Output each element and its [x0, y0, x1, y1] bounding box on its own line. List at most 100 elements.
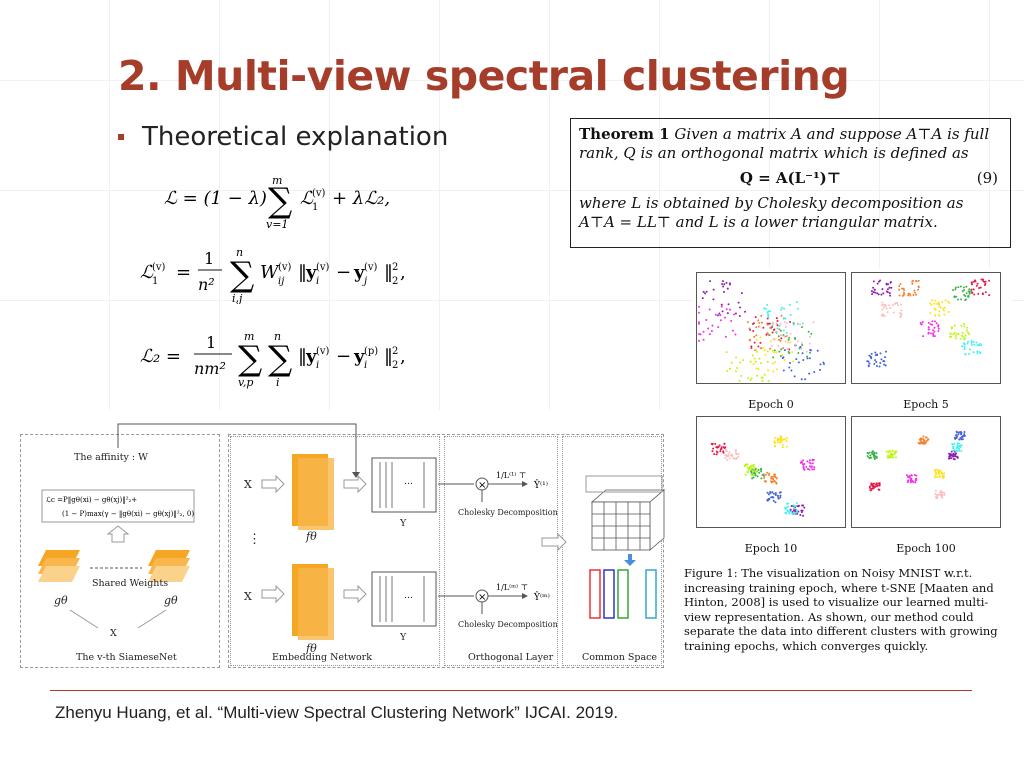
tsne-point [917, 286, 920, 289]
tsne-point [900, 303, 903, 306]
tsne-point [959, 337, 962, 340]
tsne-point [886, 288, 889, 291]
tsne-point [737, 455, 740, 458]
tsne-point [898, 288, 901, 291]
tsne-point [874, 351, 877, 354]
tsne-point [789, 332, 792, 335]
tsne-point [791, 351, 794, 354]
tsne-point [879, 279, 882, 282]
dots-label-2: ... [404, 590, 414, 601]
svg-text:(v): (v) [312, 188, 326, 199]
tsne-point [796, 340, 799, 343]
tsne-point [819, 368, 822, 371]
svg-text:×: × [478, 592, 486, 603]
tsne-point [881, 304, 884, 307]
tsne-point [726, 312, 729, 315]
tsne-point [771, 324, 774, 327]
common-space-box [562, 436, 662, 666]
tsne-point [752, 472, 755, 475]
tsne-point [980, 344, 983, 347]
tsne-point [767, 310, 770, 313]
tsne-point [933, 307, 936, 310]
tsne-point [963, 325, 966, 328]
tsne-point [954, 335, 957, 338]
tsne-point [988, 294, 991, 297]
tsne-point [813, 466, 816, 469]
tsne-point [960, 433, 963, 436]
tsne-point [748, 338, 751, 341]
tsne-point [959, 436, 962, 439]
tsne-point [974, 280, 977, 283]
tsne-point [770, 344, 773, 347]
tsne-point [806, 460, 809, 463]
tsne-point [963, 348, 966, 351]
tsne-point [770, 496, 773, 499]
tsne-point [772, 499, 775, 502]
tsne-point [960, 444, 963, 447]
tsne-point [874, 483, 877, 486]
tsne-point [788, 512, 791, 515]
tsne-point [755, 326, 758, 329]
tsne-point [757, 345, 760, 348]
tsne-point [886, 454, 889, 457]
tsne-point [932, 332, 935, 335]
tsne-point [725, 351, 728, 354]
svg-text:y: y [353, 346, 365, 367]
tsne-point [961, 345, 964, 348]
tsne-point [780, 314, 783, 317]
tsne-point [934, 492, 937, 495]
tsne-point [746, 321, 749, 324]
tsne-point [876, 282, 879, 285]
tsne-point [774, 501, 777, 504]
tsne-point [781, 446, 784, 449]
tsne-point [937, 301, 940, 304]
slide-title: 2. Multi-view spectral clustering [118, 52, 850, 100]
tsne-point [767, 333, 770, 336]
tsne-point [936, 475, 939, 478]
tsne-panel-epoch5 [851, 272, 1001, 384]
svg-text:j: j [362, 276, 367, 287]
tsne-point [722, 290, 725, 293]
tsne-point [933, 330, 936, 333]
tsne-point [910, 474, 913, 477]
tsne-point [951, 289, 954, 292]
svg-text:(v): (v) [152, 262, 166, 273]
tsne-point [965, 298, 968, 301]
svg-text:∑: ∑ [238, 339, 262, 379]
tsne-point [738, 315, 741, 318]
tsne-point [965, 285, 968, 288]
tsne-point [777, 495, 780, 498]
tsne-point [725, 281, 728, 284]
tsne-point [870, 290, 873, 293]
tsne-point [976, 282, 979, 285]
tsne-point [760, 314, 763, 317]
tsne-point [790, 504, 793, 507]
tsne-point [903, 288, 906, 291]
tsne-point [972, 280, 975, 283]
tsne-point [761, 376, 764, 379]
tsne-point [808, 459, 811, 462]
tsne-point [788, 336, 791, 339]
tsne-point [953, 296, 956, 299]
tsne-point [701, 297, 704, 300]
tsne-point [797, 361, 800, 364]
tsne-point [785, 440, 788, 443]
tsne-point [976, 350, 979, 353]
svg-text:(v): (v) [278, 262, 292, 273]
tsne-point [763, 476, 766, 479]
tsne-point [806, 357, 809, 360]
tsne-point [811, 462, 814, 465]
tsne-point [764, 473, 767, 476]
tsne-point [954, 286, 957, 289]
figure-caption: Figure 1: The visualization on Noisy MNI… [684, 566, 998, 653]
tsne-point [722, 285, 725, 288]
tsne-point [750, 468, 753, 471]
tsne-point [979, 286, 982, 289]
tsne-point [808, 465, 811, 468]
tsne-label-epoch100: Epoch 100 [896, 542, 956, 555]
x-v-label: X [110, 628, 117, 639]
tsne-point [759, 341, 762, 344]
tsne-point [983, 284, 986, 287]
footer-divider [50, 690, 972, 691]
tsne-point [760, 470, 763, 473]
